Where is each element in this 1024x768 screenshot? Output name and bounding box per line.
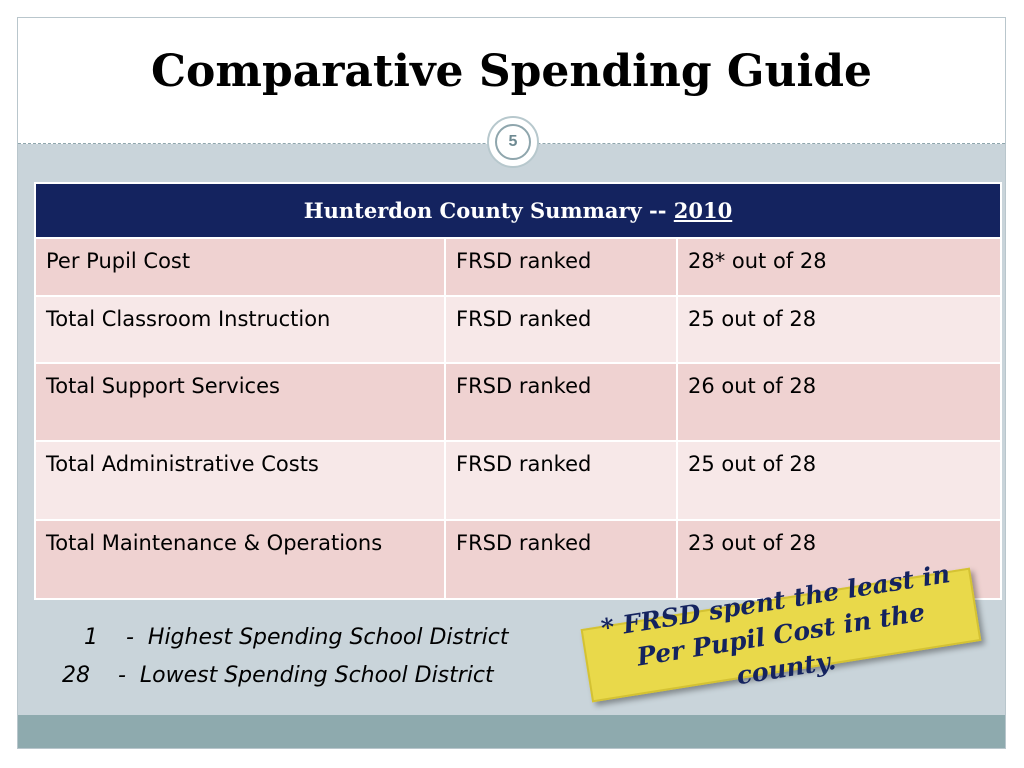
page-title: Comparative Spending Guide (151, 46, 872, 97)
table-header-year: 2010 (673, 198, 733, 223)
row-rank: 23 out of 28 (676, 519, 1002, 600)
table-row: Total Administrative Costs FRSD ranked 2… (34, 440, 1002, 521)
row-category: Total Maintenance & Operations (34, 519, 446, 600)
table-row: Per Pupil Cost FRSD ranked 28* out of 28 (34, 237, 1002, 297)
row-label: FRSD ranked (444, 237, 678, 297)
row-label: FRSD ranked (444, 295, 678, 364)
legend-lowest: 28 - Lowest Spending School District (62, 663, 494, 688)
table-header-text: Hunterdon County Summary -- (303, 198, 674, 223)
table-row: Total Classroom Instruction FRSD ranked … (34, 295, 1002, 364)
table-header: Hunterdon County Summary -- 2010 (34, 182, 1002, 239)
row-rank: 26 out of 28 (676, 362, 1002, 442)
footer-band (18, 715, 1005, 748)
page-number: 5 (495, 124, 531, 160)
row-category: Total Support Services (34, 362, 446, 442)
legend-highest: 1 - Highest Spending School District (84, 625, 509, 650)
row-category: Total Classroom Instruction (34, 295, 446, 364)
row-category: Per Pupil Cost (34, 237, 446, 297)
summary-table: Hunterdon County Summary -- 2010 Per Pup… (34, 182, 1002, 600)
row-category: Total Administrative Costs (34, 440, 446, 521)
page-number-badge: 5 (487, 116, 539, 168)
row-rank: 25 out of 28 (676, 440, 1002, 521)
table-row: Total Maintenance & Operations FRSD rank… (34, 519, 1002, 600)
row-label: FRSD ranked (444, 519, 678, 600)
row-label: FRSD ranked (444, 362, 678, 442)
row-label: FRSD ranked (444, 440, 678, 521)
row-rank: 25 out of 28 (676, 295, 1002, 364)
row-rank: 28* out of 28 (676, 237, 1002, 297)
table-row: Total Support Services FRSD ranked 26 ou… (34, 362, 1002, 442)
